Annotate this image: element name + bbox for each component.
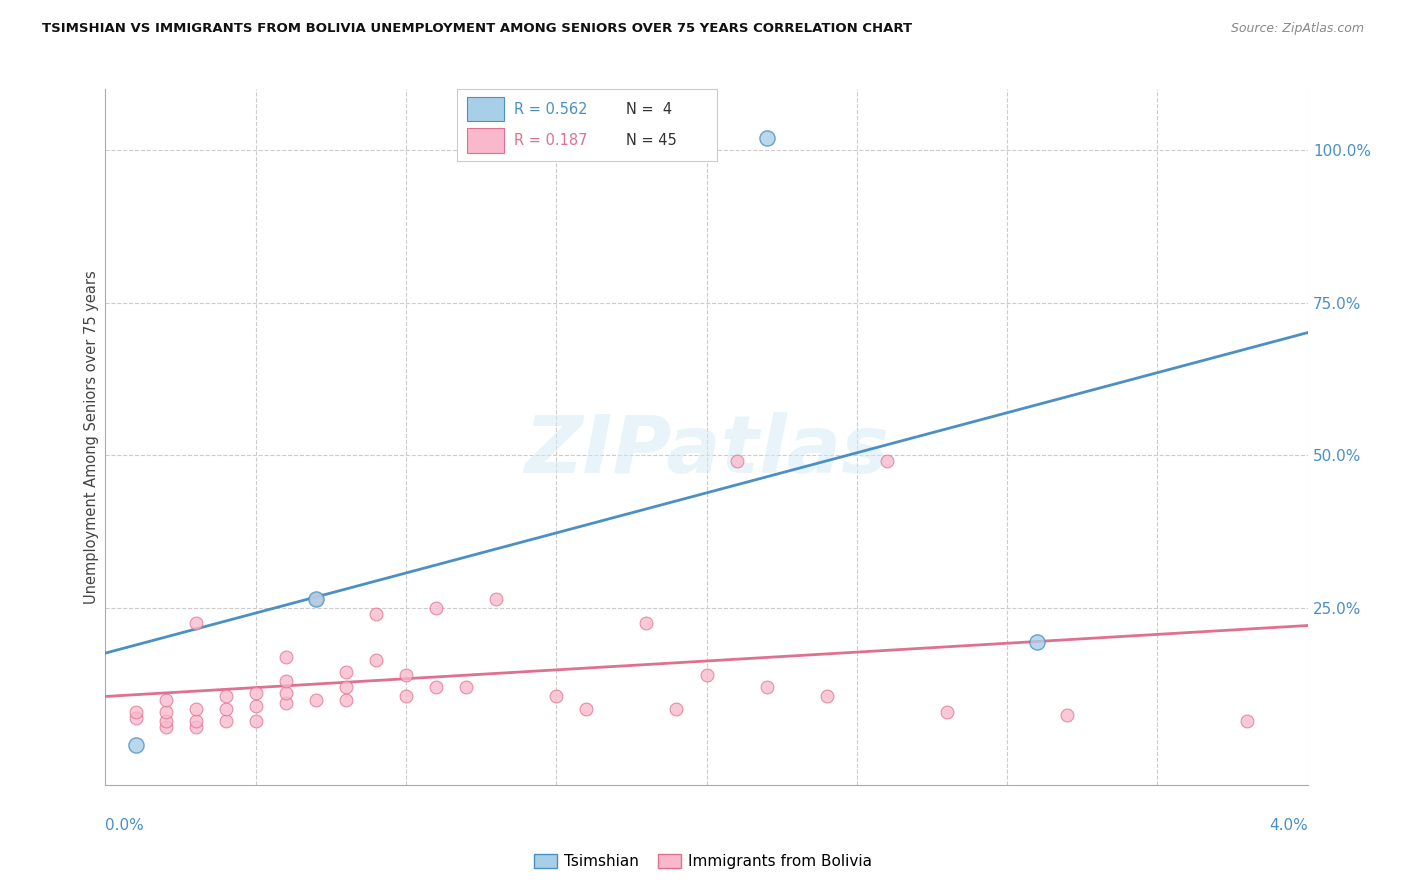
Y-axis label: Unemployment Among Seniors over 75 years: Unemployment Among Seniors over 75 years: [83, 270, 98, 604]
Point: [184, 714, 207, 728]
Text: N =  4: N = 4: [626, 102, 672, 117]
Point: [274, 674, 297, 689]
Point: [696, 668, 718, 682]
Point: [214, 701, 236, 715]
Point: [364, 653, 387, 667]
Point: [214, 714, 236, 728]
Point: [425, 681, 447, 695]
Point: [245, 714, 267, 728]
Point: [815, 690, 838, 704]
Point: [335, 692, 357, 706]
Point: [936, 705, 959, 719]
Point: [124, 739, 146, 753]
Point: [214, 690, 236, 704]
Point: [546, 690, 568, 704]
Point: [184, 720, 207, 734]
Point: [1236, 714, 1258, 728]
Point: [395, 690, 418, 704]
Point: [335, 681, 357, 695]
Point: [485, 591, 508, 606]
FancyBboxPatch shape: [467, 128, 503, 153]
Point: [335, 665, 357, 679]
Point: [1026, 634, 1049, 648]
Text: ZIPatlas: ZIPatlas: [524, 412, 889, 490]
Point: [155, 692, 177, 706]
Point: [876, 454, 898, 468]
Point: [245, 686, 267, 700]
FancyBboxPatch shape: [467, 97, 503, 121]
Point: [274, 649, 297, 664]
Point: [155, 705, 177, 719]
Point: [305, 591, 328, 606]
Point: [454, 681, 477, 695]
Point: [155, 714, 177, 728]
Text: 0.0%: 0.0%: [105, 818, 145, 832]
Point: [305, 591, 328, 606]
Text: R = 0.562: R = 0.562: [515, 102, 588, 117]
Point: [1056, 707, 1078, 722]
Text: TSIMSHIAN VS IMMIGRANTS FROM BOLIVIA UNEMPLOYMENT AMONG SENIORS OVER 75 YEARS CO: TSIMSHIAN VS IMMIGRANTS FROM BOLIVIA UNE…: [42, 22, 912, 36]
Point: [395, 668, 418, 682]
Point: [425, 601, 447, 615]
Point: [274, 696, 297, 710]
Point: [665, 701, 688, 715]
Point: [245, 698, 267, 713]
Text: Source: ZipAtlas.com: Source: ZipAtlas.com: [1230, 22, 1364, 36]
Point: [124, 705, 146, 719]
Point: [364, 607, 387, 621]
Point: [124, 711, 146, 725]
Point: [575, 701, 598, 715]
Point: [274, 686, 297, 700]
Text: N = 45: N = 45: [626, 133, 676, 148]
Point: [725, 454, 748, 468]
Text: 4.0%: 4.0%: [1268, 818, 1308, 832]
Point: [636, 616, 658, 631]
Point: [305, 692, 328, 706]
Point: [155, 720, 177, 734]
Text: R = 0.187: R = 0.187: [515, 133, 588, 148]
Legend: Tsimshian, Immigrants from Bolivia: Tsimshian, Immigrants from Bolivia: [527, 847, 879, 875]
Point: [184, 616, 207, 631]
Point: [755, 681, 778, 695]
Point: [755, 131, 778, 145]
Point: [184, 701, 207, 715]
